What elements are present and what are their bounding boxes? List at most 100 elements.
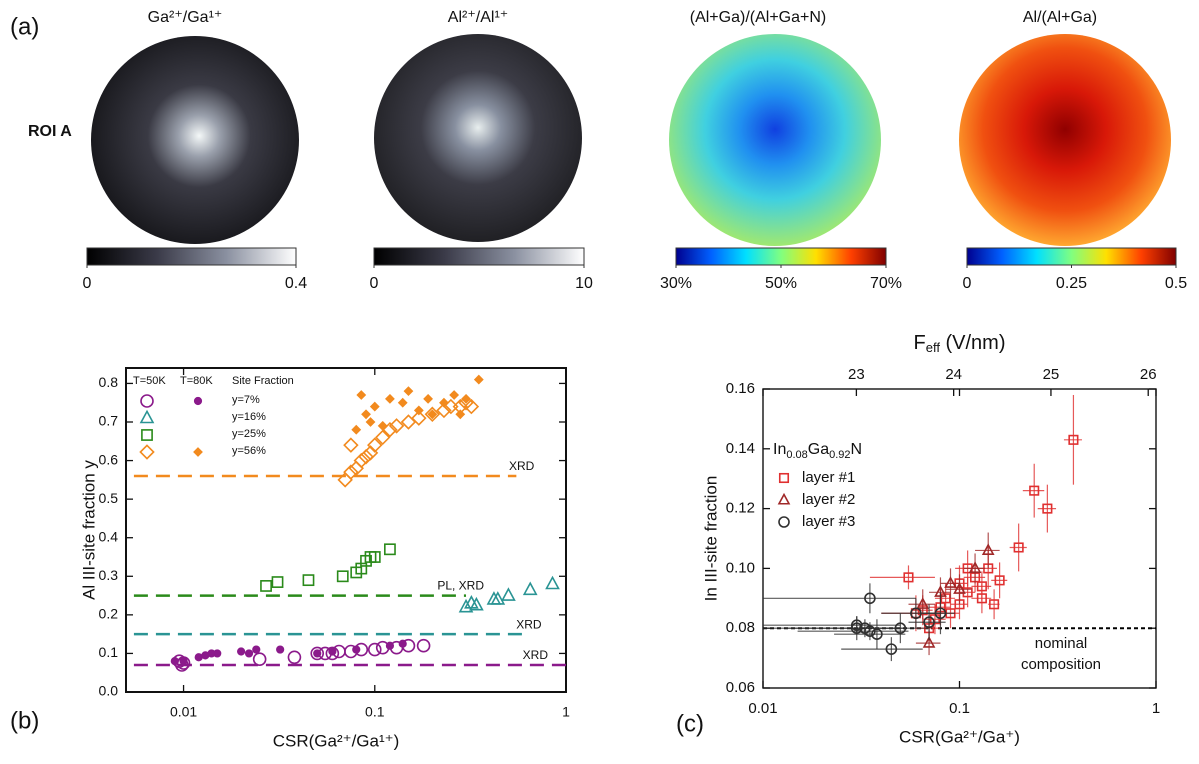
point [490, 591, 506, 605]
reference-label: XRD [509, 459, 535, 473]
point [1068, 434, 1079, 445]
y-tick-label: 0.10 [726, 559, 755, 576]
map-title: Ga²⁺/Ga¹⁺ [148, 9, 223, 26]
x2-axis-title: Feff (V/nm) [914, 332, 1006, 355]
point [336, 570, 349, 583]
colorbar-tick-label: 0.4 [285, 275, 307, 292]
point [864, 625, 876, 637]
point [252, 645, 261, 654]
legend-label: layer #3 [802, 513, 855, 530]
point [271, 576, 284, 588]
point [923, 616, 935, 629]
x2-tick-label: 25 [1043, 366, 1060, 383]
point [252, 652, 267, 667]
colorbar-tick-label: 0.25 [1056, 275, 1087, 292]
point [302, 574, 315, 587]
legend-label: y=7% [232, 394, 260, 406]
point [850, 619, 863, 632]
point [179, 657, 188, 666]
legend-title-sub: 0.08 [786, 449, 807, 461]
point [385, 393, 395, 404]
map-title: Al²⁺/Al¹⁺ [448, 9, 508, 26]
point [377, 420, 388, 431]
colorbar-tick-label: 0.5 [1165, 275, 1187, 292]
point [353, 452, 370, 469]
colorbar [675, 247, 887, 266]
y-tick-label: 0.16 [726, 380, 755, 397]
point [994, 575, 1005, 586]
legend-header: Site Fraction [232, 375, 294, 387]
point [356, 390, 367, 400]
point [953, 582, 966, 594]
point [343, 464, 359, 480]
colorbar [86, 247, 297, 266]
point [871, 628, 883, 640]
point [170, 657, 179, 666]
point [416, 638, 431, 653]
map-image [91, 36, 299, 244]
point [287, 650, 302, 665]
legend-marker [193, 396, 203, 406]
legend-marker [778, 516, 790, 528]
legend-marker [193, 447, 203, 457]
point [910, 607, 922, 620]
point [237, 647, 246, 656]
y-tick-label: 0.7 [99, 413, 119, 429]
x-axis-title: CSR(Ga²⁺/Ga⁺) [899, 727, 1020, 746]
y-tick-label: 0.1 [99, 644, 119, 660]
legend-title-part: In [773, 441, 786, 458]
x-tick-label: 0.1 [949, 700, 970, 717]
x-tick-label: 1 [1152, 700, 1160, 717]
legend-label: y=56% [232, 445, 266, 457]
point [385, 641, 395, 650]
y-axis-title: In III-site fraction [701, 476, 720, 602]
point [934, 607, 947, 620]
point [981, 543, 995, 556]
y-tick-label: 0.4 [99, 528, 119, 544]
x2-axis-title-sub: eff [926, 340, 941, 355]
point [244, 649, 254, 658]
point [473, 374, 484, 385]
x-tick-label: 0.1 [365, 704, 385, 720]
point [365, 417, 376, 427]
point [463, 398, 480, 415]
colorbar-tick-label: 30% [660, 275, 692, 292]
point [976, 593, 987, 604]
point [894, 622, 907, 635]
reference-label: XRD [516, 617, 542, 631]
legend-marker [139, 409, 155, 424]
y-tick-label: 0.8 [99, 374, 119, 390]
panel-label: (a) [10, 13, 39, 40]
point [885, 643, 898, 655]
x2-tick-label: 24 [945, 366, 962, 383]
legend-marker [139, 444, 155, 460]
legend-header: T=80K [180, 375, 213, 387]
point [351, 424, 362, 435]
map-title: (Al+Ga)/(Al+Ga+N) [690, 9, 826, 26]
point [398, 639, 407, 648]
y-tick-label: 0.12 [726, 500, 755, 517]
point [424, 406, 441, 423]
plot-frame [762, 388, 1157, 689]
point [944, 576, 957, 588]
point [276, 645, 285, 654]
y-tick-label: 0.2 [99, 606, 119, 622]
point [916, 597, 930, 609]
point [427, 409, 438, 420]
point [413, 405, 424, 416]
legend-label: y=16% [232, 411, 266, 423]
point [368, 551, 381, 563]
point [449, 390, 460, 400]
point [358, 448, 374, 465]
x2-tick-label: 23 [848, 366, 865, 383]
x-tick-label: 0.01 [170, 704, 197, 720]
point [469, 596, 484, 611]
point [455, 409, 466, 420]
legend-marker [140, 394, 154, 408]
legend-title-part: Ga [808, 441, 829, 458]
legend-marker [778, 472, 790, 484]
point [423, 393, 433, 404]
point [1029, 485, 1040, 496]
point [374, 429, 391, 446]
